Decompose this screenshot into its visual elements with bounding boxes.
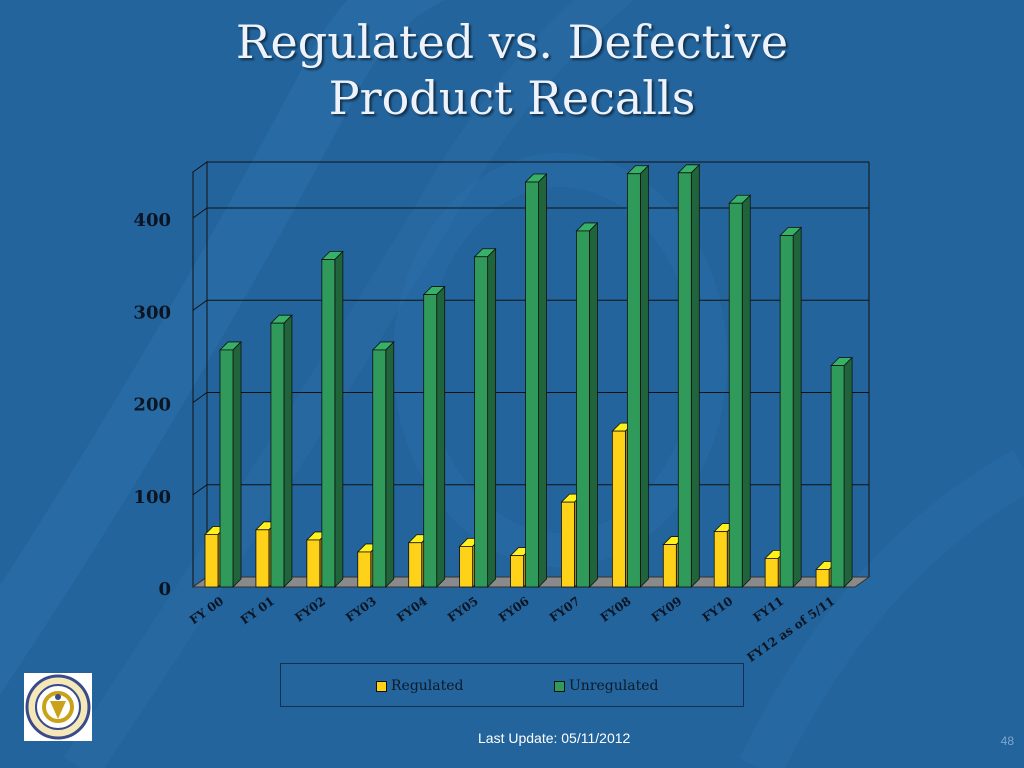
x-tick-label: FY07 xyxy=(547,594,583,625)
y-tick-label: 0 xyxy=(158,579,171,600)
chart-side-wall xyxy=(192,161,208,588)
x-tick-label: FY04 xyxy=(394,594,430,625)
legend-swatch-regulated xyxy=(376,680,387,692)
x-tick-label: FY 00 xyxy=(187,594,226,627)
chart-legend: Regulated Unregulated xyxy=(280,663,744,707)
legend-label-regulated: Regulated xyxy=(391,678,464,694)
x-tick-label: FY05 xyxy=(445,594,481,625)
x-tick-label: FY03 xyxy=(343,594,379,625)
bar-unregulated xyxy=(626,164,650,588)
x-tick-label: FY08 xyxy=(598,594,634,625)
legend-swatch-unregulated xyxy=(554,680,565,692)
bar-unregulated xyxy=(219,340,242,588)
bar-unregulated xyxy=(320,250,344,588)
x-tick-label: FY02 xyxy=(292,594,328,625)
slide-title: Regulated vs. Defective Product Recalls xyxy=(0,14,1024,126)
x-tick-label: FY10 xyxy=(700,594,736,625)
page-number: 48 xyxy=(1000,734,1014,748)
title-line-1: Regulated vs. Defective xyxy=(235,15,789,69)
legend-label-unregulated: Unregulated xyxy=(569,678,659,694)
y-tick-label: 200 xyxy=(133,395,171,416)
bar-unregulated xyxy=(473,247,497,588)
bar-unregulated xyxy=(575,221,599,588)
x-tick-label: FY 01 xyxy=(238,594,277,627)
bar-unregulated xyxy=(371,340,395,588)
bar-unregulated xyxy=(830,356,854,588)
bar-unregulated xyxy=(524,173,548,588)
legend-item-unregulated: Unregulated xyxy=(554,678,658,694)
title-line-2: Product Recalls xyxy=(328,71,696,125)
cpsc-seal-logo xyxy=(24,673,92,741)
y-tick-label: 100 xyxy=(133,487,171,508)
x-tick-label: FY11 xyxy=(751,594,787,625)
last-update-footer: Last Update: 05/11/2012 xyxy=(478,730,631,746)
y-tick-label: 400 xyxy=(133,210,171,231)
x-tick-label: FY09 xyxy=(649,594,685,625)
bar-unregulated xyxy=(422,285,446,588)
bar-unregulated xyxy=(728,194,752,588)
bar-unregulated xyxy=(677,163,701,588)
x-tick-label: FY06 xyxy=(496,594,532,625)
legend-item-regulated: Regulated xyxy=(376,678,464,694)
bar-unregulated xyxy=(779,226,803,588)
bar-unregulated xyxy=(269,314,293,588)
x-tick-label: FY12 as of 5/11 xyxy=(744,594,837,665)
y-tick-label: 300 xyxy=(133,302,171,323)
